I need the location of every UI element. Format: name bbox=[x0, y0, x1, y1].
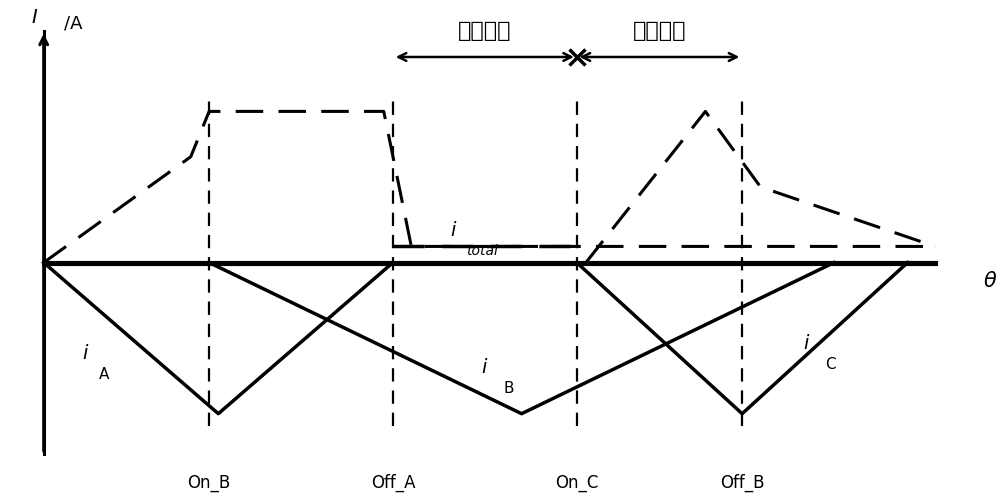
Text: θ: θ bbox=[984, 271, 997, 291]
Text: 换相区域: 换相区域 bbox=[633, 21, 686, 41]
Text: B: B bbox=[503, 381, 514, 396]
Text: On_C: On_C bbox=[555, 474, 598, 492]
Text: On_B: On_B bbox=[188, 474, 231, 492]
Text: total: total bbox=[466, 245, 498, 258]
Text: /A: /A bbox=[64, 15, 82, 33]
Text: $i$: $i$ bbox=[82, 344, 90, 363]
Text: $i$: $i$ bbox=[481, 358, 489, 377]
Text: $i$: $i$ bbox=[803, 334, 810, 353]
Text: C: C bbox=[825, 357, 835, 373]
Text: $i$: $i$ bbox=[450, 221, 457, 240]
Text: Off_B: Off_B bbox=[720, 474, 764, 493]
Text: Off_A: Off_A bbox=[371, 474, 415, 493]
Text: A: A bbox=[99, 368, 109, 382]
Text: I: I bbox=[32, 8, 37, 27]
Text: 单相导通: 单相导通 bbox=[458, 21, 512, 41]
